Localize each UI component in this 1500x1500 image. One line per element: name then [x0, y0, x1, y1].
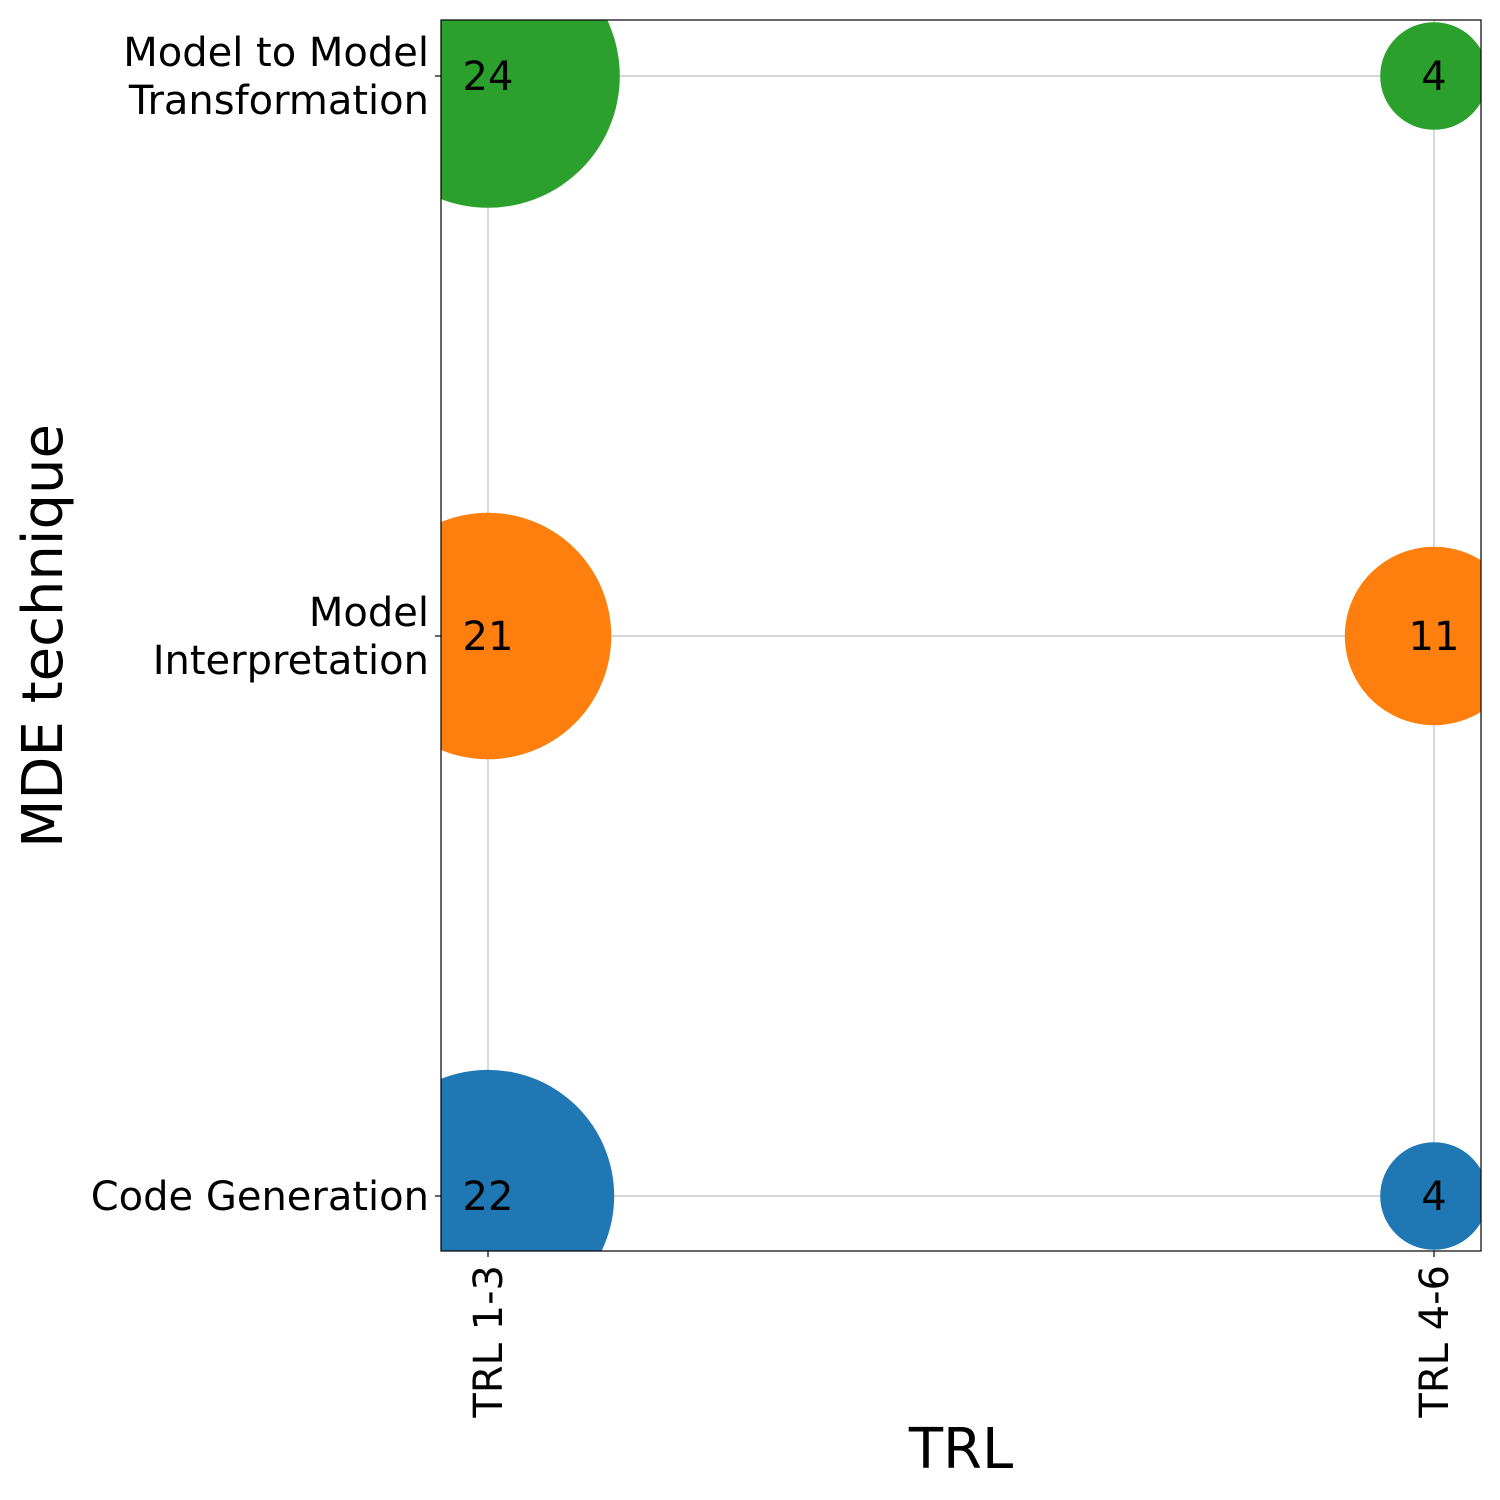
y-tick-label: Model Interpretation	[153, 590, 429, 684]
bubble-value-labels: 22 4 21 11 24 4	[463, 54, 1460, 1220]
y-axis-title: MDE technique	[11, 424, 76, 848]
x-tick-label: TRL 1-3	[466, 1265, 512, 1419]
bubble	[441, 1069, 615, 1251]
y-tick-label-line: Model	[309, 590, 429, 636]
y-tick-label: Model to Model Transformation	[123, 30, 429, 124]
x-tick-label: TRL 4-6	[1412, 1265, 1458, 1419]
bubble-value-label: 4	[1421, 54, 1446, 100]
bubble-value-label: 4	[1421, 1174, 1446, 1220]
y-axis-ticks: Code Generation Model Interpretation Model …	[91, 30, 441, 1220]
y-tick-label: Code Generation	[91, 1174, 429, 1220]
bubble-value-label: 24	[463, 54, 514, 100]
bubble-layer	[441, 20, 1481, 1251]
bubble	[1344, 546, 1481, 726]
x-axis-ticks: TRL 1-3 TRL 4-6	[466, 1251, 1458, 1419]
y-tick-label-line: Code Generation	[91, 1174, 429, 1220]
bubble	[1380, 22, 1481, 130]
y-tick-label-line: Model to Model	[123, 30, 429, 76]
y-tick-label-line: Transformation	[128, 78, 429, 124]
bubble	[441, 20, 620, 208]
bubble-value-label: 11	[1409, 614, 1460, 660]
y-tick-label-line: Interpretation	[153, 638, 429, 684]
bubble-value-label: 22	[463, 1174, 514, 1220]
x-axis-title: TRL	[908, 1417, 1013, 1482]
bubble	[1380, 1142, 1481, 1250]
bubble	[441, 512, 612, 760]
bubble-value-label: 21	[463, 614, 514, 660]
